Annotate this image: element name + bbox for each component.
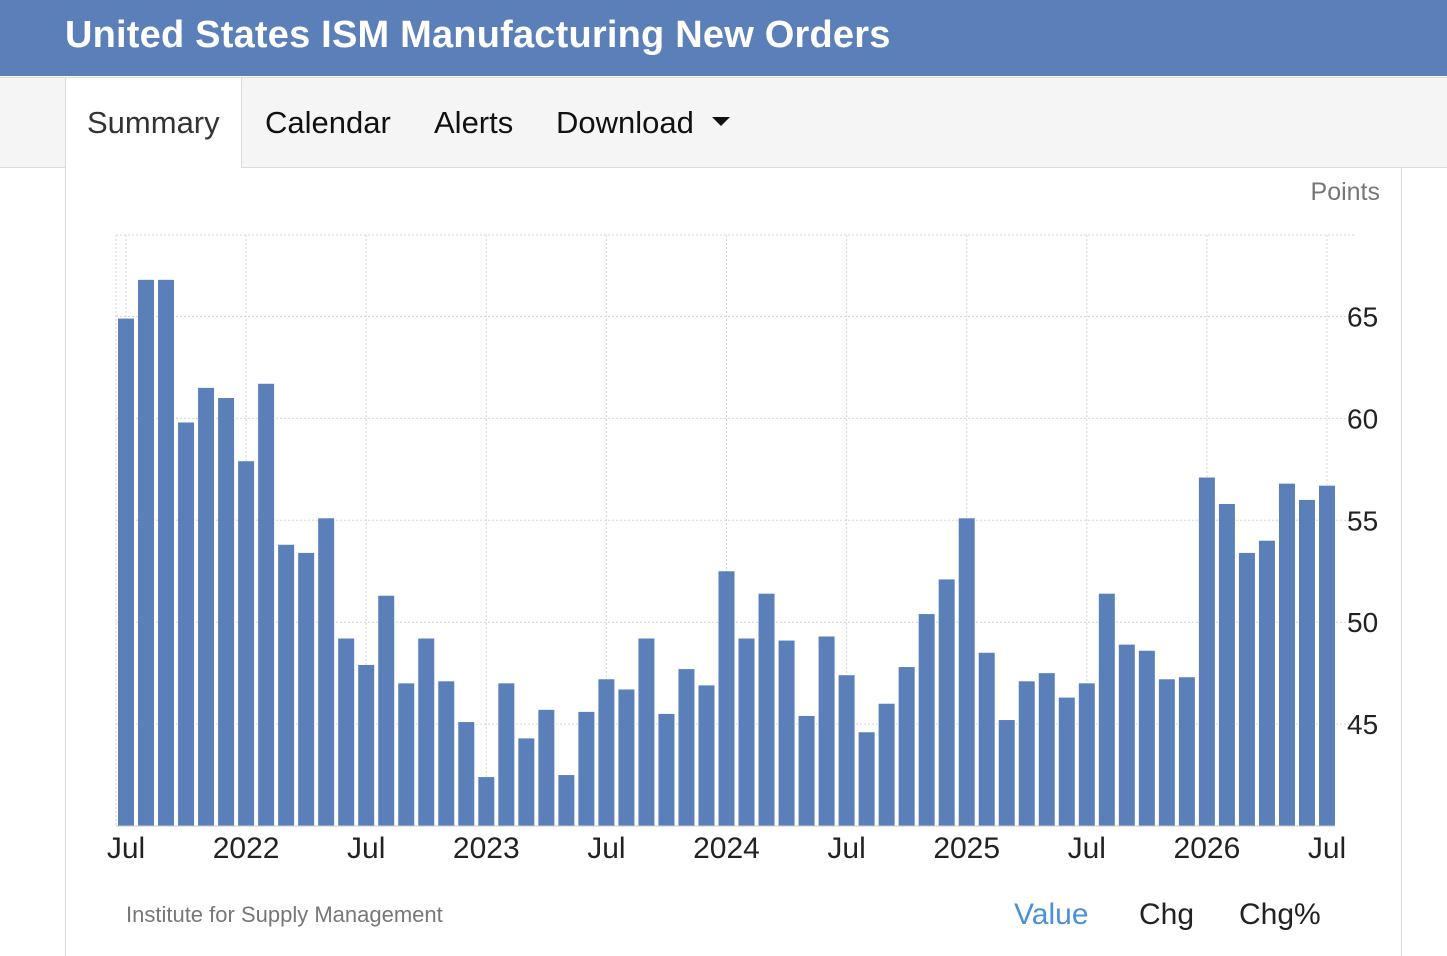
bar — [1118, 644, 1135, 826]
bar — [418, 638, 435, 826]
bar — [938, 579, 955, 826]
bar — [998, 720, 1015, 826]
bar — [658, 713, 675, 826]
tab-bar: Summary Calendar Alerts Download — [0, 77, 1447, 168]
bar — [978, 652, 995, 826]
caret-down-icon — [711, 117, 730, 127]
bar — [858, 732, 875, 826]
bar — [1278, 483, 1295, 826]
bar — [278, 544, 295, 826]
y-tick-label: 45 — [1347, 709, 1378, 740]
source-label: Institute for Supply Management — [126, 902, 443, 927]
bar — [458, 722, 475, 826]
bar — [198, 387, 215, 826]
bar — [878, 703, 895, 826]
option-chg[interactable]: Chg — [1139, 898, 1195, 931]
x-tick-label: 2022 — [213, 832, 280, 865]
bar — [578, 711, 595, 826]
bar — [1018, 681, 1035, 826]
bar — [378, 595, 395, 826]
bar — [478, 777, 495, 826]
bar — [558, 775, 575, 826]
bar — [238, 461, 255, 826]
x-tick-label: 2026 — [1174, 832, 1241, 865]
bar — [118, 318, 134, 826]
y-tick-label: 65 — [1347, 302, 1378, 333]
bar — [958, 518, 975, 826]
x-tick-label: 2023 — [453, 832, 520, 865]
bar — [1218, 504, 1235, 826]
x-tick-label: Jul — [827, 832, 865, 865]
bar — [1158, 679, 1175, 826]
tab-alerts[interactable]: Alerts — [434, 105, 514, 140]
bar — [298, 552, 315, 826]
bar — [518, 738, 535, 826]
bar — [218, 398, 235, 826]
title-bar: United States ISM Manufacturing New Orde… — [0, 0, 1447, 76]
bar — [798, 715, 815, 826]
bar — [1258, 540, 1275, 826]
bar — [898, 667, 915, 826]
tab-calendar[interactable]: Calendar — [265, 105, 391, 140]
bar — [538, 709, 555, 826]
x-tick-label: 2025 — [933, 832, 1000, 865]
bar — [498, 683, 515, 826]
bar — [1138, 650, 1155, 826]
bar — [1058, 697, 1075, 826]
bar — [618, 689, 635, 826]
bar — [818, 636, 835, 826]
unit-label: Points — [1310, 178, 1380, 206]
page-title: United States ISM Manufacturing New Orde… — [65, 14, 891, 56]
x-tick-label: Jul — [1308, 832, 1346, 865]
bar — [738, 638, 755, 826]
option-value[interactable]: Value — [1014, 898, 1089, 931]
bar — [318, 518, 335, 826]
bar — [758, 593, 775, 826]
x-tick-label: Jul — [587, 832, 625, 865]
option-chg-percent[interactable]: Chg% — [1239, 898, 1321, 931]
tab-summary[interactable]: Summary — [65, 78, 242, 168]
bar — [718, 571, 735, 826]
bar — [358, 665, 375, 826]
tab-download-label: Download — [556, 105, 694, 140]
y-tick-label: 50 — [1347, 607, 1378, 638]
bar — [438, 681, 455, 826]
bar — [598, 679, 615, 826]
bar — [638, 638, 655, 826]
bar — [258, 383, 275, 826]
bar — [1319, 485, 1335, 826]
bar — [138, 279, 155, 826]
bar — [1198, 477, 1215, 826]
bar — [1078, 683, 1095, 826]
y-tick-label: 60 — [1347, 403, 1378, 434]
bar — [918, 614, 935, 826]
bar — [178, 422, 195, 826]
bar — [1298, 499, 1315, 826]
bar — [1178, 677, 1195, 826]
panel-border-right — [1401, 167, 1402, 956]
x-tick-label: Jul — [107, 832, 145, 865]
bar — [778, 640, 795, 826]
bar — [1098, 593, 1115, 826]
tab-download[interactable]: Download — [556, 78, 730, 167]
bar — [698, 685, 715, 826]
bar — [338, 638, 355, 826]
x-tick-label: 2024 — [693, 832, 760, 865]
x-tick-label: Jul — [1068, 832, 1106, 865]
y-tick-label: 55 — [1347, 505, 1378, 536]
bar — [678, 669, 695, 826]
bar — [398, 683, 415, 826]
bar — [1038, 673, 1055, 826]
bar — [1238, 552, 1255, 826]
bar — [158, 279, 175, 826]
panel-border-left — [65, 167, 66, 956]
x-tick-label: Jul — [347, 832, 385, 865]
bar — [838, 675, 855, 826]
